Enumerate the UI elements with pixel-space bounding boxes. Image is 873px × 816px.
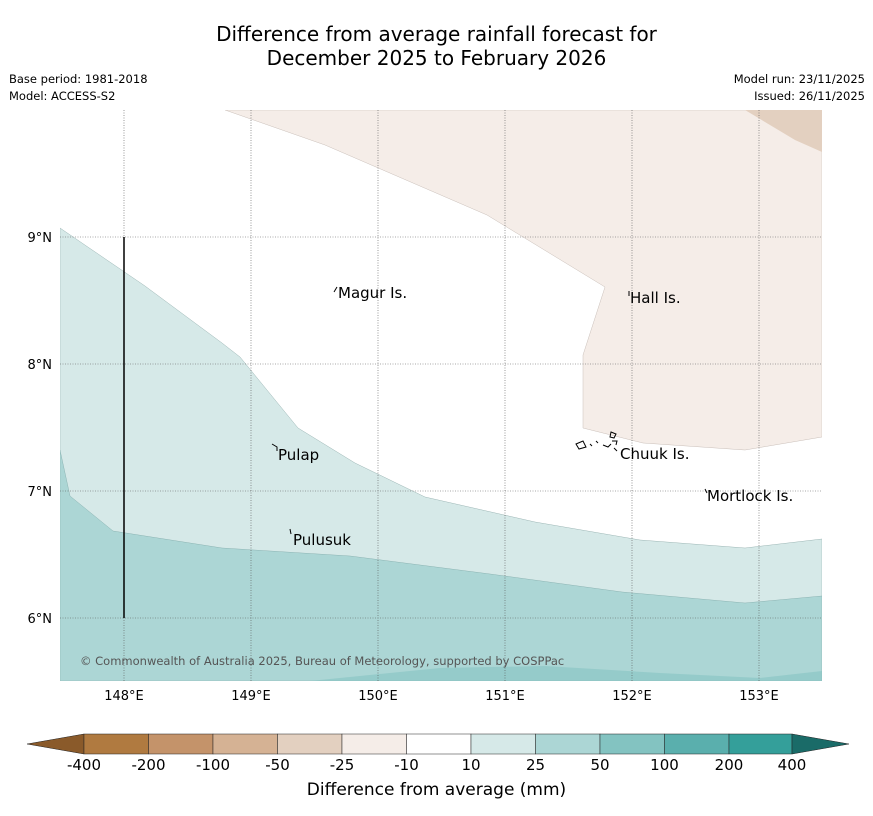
lon-tick-151e: 151°E xyxy=(485,689,525,704)
map-area xyxy=(60,110,822,681)
colorbar-tick: -25 xyxy=(329,756,355,774)
lon-tick-150e: 150°E xyxy=(358,689,398,704)
colorbar-bin xyxy=(535,733,601,755)
drier-region xyxy=(745,110,822,152)
meta-left: Base period: 1981-2018 Model: ACCESS-S2 xyxy=(9,71,148,105)
island-magur xyxy=(333,286,338,293)
colorbar xyxy=(26,733,850,755)
colorbar-bin xyxy=(277,733,343,755)
label-hall: Hall Is. xyxy=(630,289,681,307)
colorbar-tick: 25 xyxy=(525,756,546,774)
model-name: Model: ACCESS-S2 xyxy=(9,89,116,103)
lon-tick-153e: 153°E xyxy=(739,689,779,704)
issued-date: Issued: 26/11/2025 xyxy=(754,89,865,103)
model-run: Model run: 23/11/2025 xyxy=(733,72,865,86)
label-pulap: Pulap xyxy=(278,446,319,464)
colorbar-bin xyxy=(148,733,214,755)
lon-tick-149e: 149°E xyxy=(231,689,271,704)
lat-tick-9n: 9°N xyxy=(28,231,53,246)
colorbar-bin xyxy=(664,733,730,755)
island-chuuk xyxy=(575,431,618,452)
label-pulusuk: Pulusuk xyxy=(293,531,351,549)
title-line-1: Difference from average rainfall forecas… xyxy=(216,22,657,46)
label-magur: Magur Is. xyxy=(338,284,407,302)
lat-tick-6n: 6°N xyxy=(28,612,53,627)
colorbar-bin xyxy=(599,733,665,755)
lon-tick-152e: 152°E xyxy=(612,689,652,704)
colorbar-extend-high xyxy=(791,733,850,755)
wet-region-25-50 xyxy=(60,449,822,681)
colorbar-tick: -10 xyxy=(394,756,419,774)
colorbar-tick: -400 xyxy=(66,756,102,774)
colorbar-tick: -200 xyxy=(131,756,166,774)
wet-region-50-100 xyxy=(310,666,822,681)
colorbar-bin xyxy=(406,733,472,755)
copyright-text: © Commonwealth of Australia 2025, Bureau… xyxy=(80,654,564,668)
lon-tick-148e: 148°E xyxy=(104,689,144,704)
colorbar-bin xyxy=(212,733,278,755)
colorbar-bin xyxy=(341,733,407,755)
label-chuuk: Chuuk Is. xyxy=(620,445,689,463)
colorbar-extend-low xyxy=(26,733,85,755)
dry-region xyxy=(224,110,822,451)
title-line-2: December 2025 to February 2026 xyxy=(266,46,607,70)
island-pulusuk xyxy=(289,528,292,535)
chart-title: Difference from average rainfall forecas… xyxy=(0,22,873,70)
colorbar-tick: 10 xyxy=(461,756,481,774)
colorbar-tick: 100 xyxy=(650,756,679,774)
colorbar-title: Difference from average (mm) xyxy=(306,780,567,800)
colorbar-bin xyxy=(83,733,149,755)
island-mortlock xyxy=(704,488,708,494)
lat-tick-7n: 7°N xyxy=(28,485,53,500)
colorbar-bin xyxy=(470,733,536,755)
colorbar-tick: -100 xyxy=(195,756,231,774)
colorbar-tick: 200 xyxy=(714,756,744,774)
lat-tick-8n: 8°N xyxy=(28,358,53,373)
colorbar-tick: 50 xyxy=(590,756,610,774)
colorbar-tick: -50 xyxy=(265,756,290,774)
colorbar-tick: 400 xyxy=(777,756,807,774)
meta-right: Model run: 23/11/2025 Issued: 26/11/2025 xyxy=(734,71,865,105)
island-pulap xyxy=(271,443,278,451)
colorbar-bin xyxy=(728,733,793,755)
island-markers xyxy=(271,286,708,535)
label-mortlock: Mortlock Is. xyxy=(707,487,793,505)
base-period: Base period: 1981-2018 xyxy=(9,72,148,86)
